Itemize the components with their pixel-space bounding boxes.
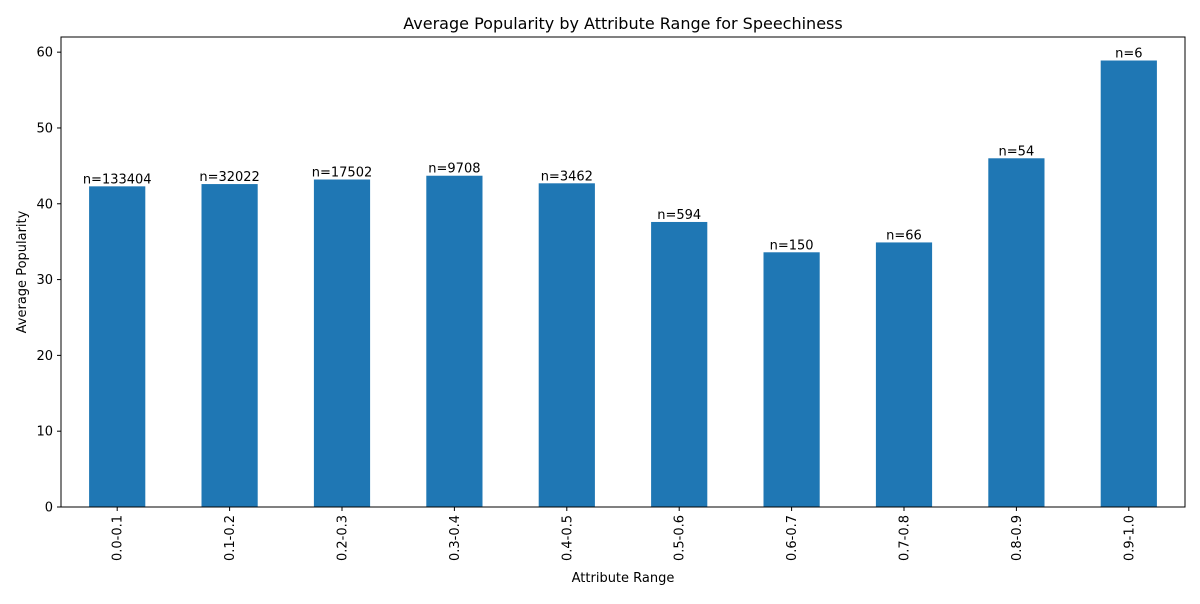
bar-0.2-0.3 — [313, 179, 371, 508]
bar-0.7-0.8 — [875, 242, 933, 507]
data-label: n=150 — [770, 238, 814, 253]
data-label: n=594 — [657, 208, 701, 223]
x-tick-label: 0.7-0.8 — [898, 515, 913, 561]
data-label: n=32022 — [199, 170, 260, 185]
x-axis-label: Attribute Range — [572, 571, 675, 586]
y-axis-label: Average Popularity — [15, 210, 30, 333]
x-tick-label: 0.9-1.0 — [1122, 515, 1137, 561]
x-tick-label: 0.2-0.3 — [336, 515, 351, 561]
x-tick-label: 0.5-0.6 — [673, 515, 688, 561]
data-label: n=3462 — [541, 169, 593, 184]
data-label: n=17502 — [312, 166, 373, 181]
data-label: n=66 — [886, 228, 922, 243]
data-label: n=54 — [999, 144, 1035, 159]
bar-0.5-0.6 — [651, 221, 708, 507]
x-tick-label: 0.8-0.9 — [1010, 515, 1025, 561]
y-tick-label: 10 — [36, 425, 53, 440]
y-tick-label: 30 — [36, 273, 53, 288]
data-labels-group: n=133404 n=32022 n=17502 n=9708 n=3462 n=594 n… — [83, 47, 1143, 254]
y-axis: 0 10 20 30 40 50 60 — [36, 46, 61, 516]
bar-0.9-1.0 — [1100, 60, 1157, 507]
bar-0.4-0.5 — [538, 183, 595, 507]
bar-0.6-0.7 — [763, 252, 820, 507]
data-label: n=6 — [1115, 47, 1142, 62]
y-tick-label: 40 — [36, 197, 53, 212]
plot-frame — [60, 36, 1186, 508]
bar-0.1-0.2 — [201, 184, 258, 507]
x-tick-label: 0.4-0.5 — [560, 515, 575, 561]
bars-group — [89, 60, 1157, 508]
y-tick-label: 0 — [45, 501, 53, 516]
y-tick-label: 60 — [36, 46, 53, 61]
chart-title: Average Popularity by Attribute Range fo… — [403, 14, 842, 33]
data-label: n=133404 — [83, 172, 152, 187]
x-tick-label: 0.3-0.4 — [448, 515, 463, 561]
x-tick-label: 0.6-0.7 — [785, 515, 800, 561]
bar-0.3-0.4 — [426, 175, 483, 507]
data-label: n=9708 — [428, 162, 480, 177]
x-tick-label: 0.1-0.2 — [223, 515, 238, 561]
x-axis: 0.0-0.1 0.1-0.2 0.2-0.3 0.3-0.4 0.4-0.5 0.5-0… — [111, 507, 1137, 561]
y-tick-label: 50 — [36, 121, 53, 136]
bar-0.8-0.9 — [988, 158, 1045, 507]
x-tick-label: 0.0-0.1 — [111, 515, 126, 561]
bar-0.0-0.1 — [89, 186, 146, 507]
y-tick-label: 20 — [36, 349, 53, 364]
